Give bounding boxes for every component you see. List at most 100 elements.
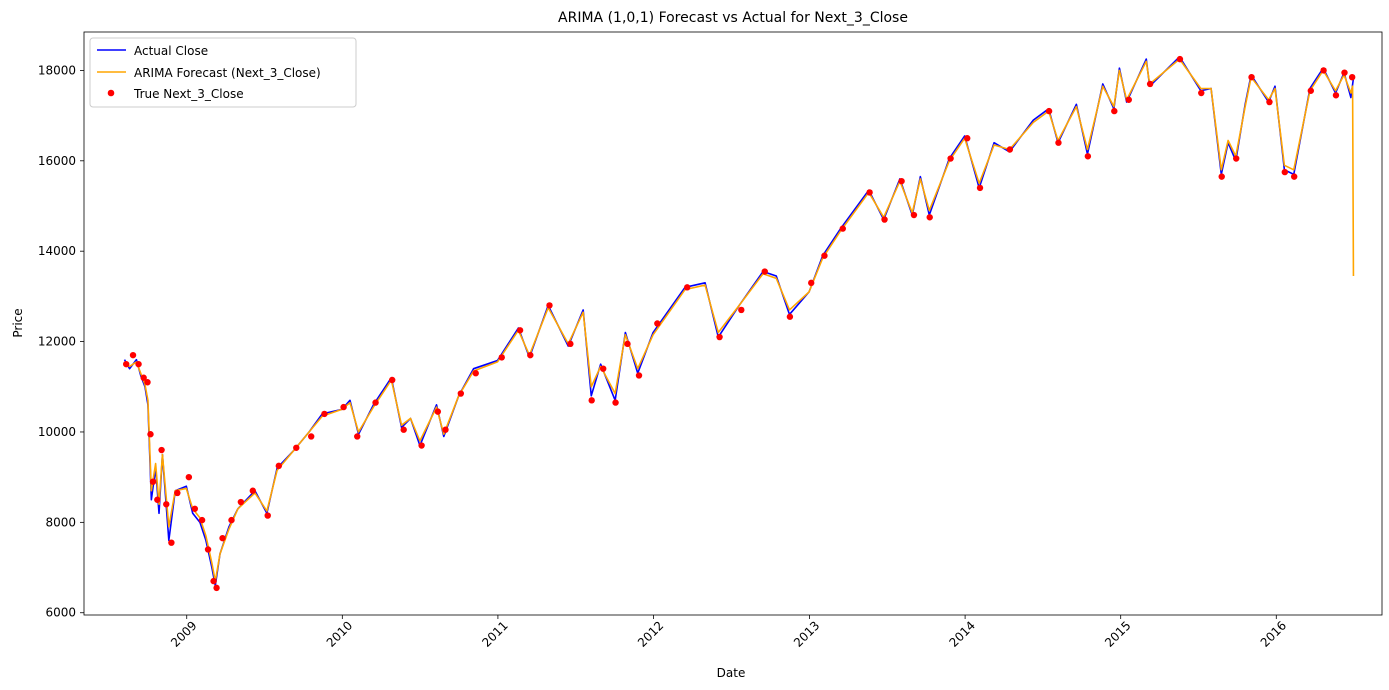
scatter-point — [808, 279, 815, 287]
scatter-point — [1307, 87, 1315, 94]
scatter-point — [275, 462, 283, 470]
scatter-point — [308, 433, 315, 440]
series-line-1 — [124, 58, 1355, 582]
scatter-point — [761, 268, 768, 275]
scatter-point — [168, 539, 175, 546]
scatter-point — [786, 313, 794, 320]
scatter-point — [1348, 73, 1356, 81]
y-tick-label: 18000 — [38, 63, 76, 77]
scatter-point — [1084, 153, 1092, 160]
y-tick-label: 6000 — [45, 606, 76, 620]
scatter-point — [204, 546, 212, 553]
scatter-point — [898, 177, 905, 185]
scatter-point — [249, 487, 256, 494]
scatter-point — [237, 498, 245, 506]
scatter-point — [1006, 146, 1014, 153]
scatter-point — [442, 426, 449, 433]
scatter-point — [213, 584, 220, 592]
scatter-point — [123, 360, 130, 368]
scatter-point — [1341, 69, 1348, 76]
scatter-point — [821, 252, 828, 259]
scatter-point — [1198, 89, 1205, 97]
scatter-point — [654, 320, 661, 327]
scatter-point — [947, 155, 954, 162]
scatter-point — [612, 399, 619, 406]
scatter-point — [1233, 155, 1240, 162]
scatter-point — [881, 216, 888, 223]
scatter-point — [147, 431, 154, 438]
y-tick-label: 10000 — [38, 425, 76, 439]
y-tick-label: 12000 — [38, 335, 76, 349]
scatter-point — [866, 189, 873, 196]
scatter-point — [910, 211, 918, 219]
scatter-point — [418, 442, 425, 449]
scatter-point — [191, 505, 199, 512]
scatter-point — [738, 306, 745, 314]
scatter-point — [624, 340, 631, 348]
scatter-point — [926, 214, 933, 221]
scatter-point — [228, 516, 235, 524]
scatter-point — [1176, 55, 1184, 63]
scatter-point — [635, 372, 643, 379]
legend: Actual Close ARIMA Forecast (Next_3_Clos… — [89, 37, 357, 108]
scatter-point — [600, 365, 607, 372]
scatter-point — [144, 379, 151, 386]
scatter-point — [1146, 80, 1154, 88]
scatter-point — [567, 340, 574, 348]
scatter-point — [1055, 139, 1062, 146]
y-axis: 6000 8000 10000 12000 14000 16000 18000 — [38, 63, 84, 620]
scatter-point — [1332, 92, 1340, 99]
legend-label-true-next-3-close: True Next_3_Close — [133, 87, 244, 101]
chart-title: ARIMA (1,0,1) Forecast vs Actual for Nex… — [558, 10, 908, 26]
scatter-point — [198, 516, 206, 524]
scatter-point — [1218, 173, 1225, 180]
scatter-point — [129, 351, 137, 359]
scatter-point — [185, 473, 193, 481]
legend-label-actual-close: Actual Close — [134, 44, 208, 58]
plot-frame — [83, 31, 1383, 616]
scatter-point — [163, 501, 170, 508]
scatter-point — [716, 333, 723, 341]
scatter-point — [210, 577, 217, 585]
scatter-point — [546, 302, 553, 309]
scatter-point — [527, 351, 534, 359]
scatter-point — [1281, 168, 1289, 176]
legend-label-arima-forecast: ARIMA Forecast (Next_3_Close) — [134, 66, 321, 80]
scatter-point — [400, 426, 407, 433]
scatter-point — [964, 135, 971, 142]
scatter-point — [354, 433, 361, 440]
scatter-point — [1248, 73, 1255, 81]
scatter-point — [174, 489, 181, 497]
scatter-point — [1125, 96, 1132, 103]
plot-area — [123, 55, 1356, 592]
y-tick-label: 8000 — [45, 515, 76, 529]
scatter-point — [516, 327, 524, 334]
scatter-point — [1320, 67, 1327, 74]
scatter-point — [154, 496, 161, 503]
y-axis-label: Price — [11, 308, 25, 337]
scatter-point — [1266, 98, 1273, 106]
scatter-point — [839, 225, 846, 232]
scatter-point — [1045, 107, 1053, 115]
scatter-point — [683, 284, 691, 291]
scatter-point — [457, 390, 465, 397]
scatter-point — [472, 370, 479, 377]
series-layer — [123, 55, 1356, 592]
scatter-point — [340, 403, 347, 411]
scatter-point — [321, 410, 328, 418]
scatter-point — [149, 478, 157, 485]
scatter-point — [293, 444, 300, 451]
scatter-point — [1111, 107, 1118, 115]
scatter-point — [372, 399, 379, 406]
scatter-point — [588, 397, 595, 404]
scatter-point — [219, 534, 226, 542]
scatter-point — [976, 184, 984, 192]
y-tick-label: 16000 — [38, 154, 76, 168]
x-axis-label: Date — [717, 666, 746, 680]
scatter-point — [498, 354, 505, 361]
legend-swatch-true-next-3-close — [107, 89, 115, 97]
scatter-point — [389, 376, 396, 384]
scatter-point — [158, 446, 165, 454]
